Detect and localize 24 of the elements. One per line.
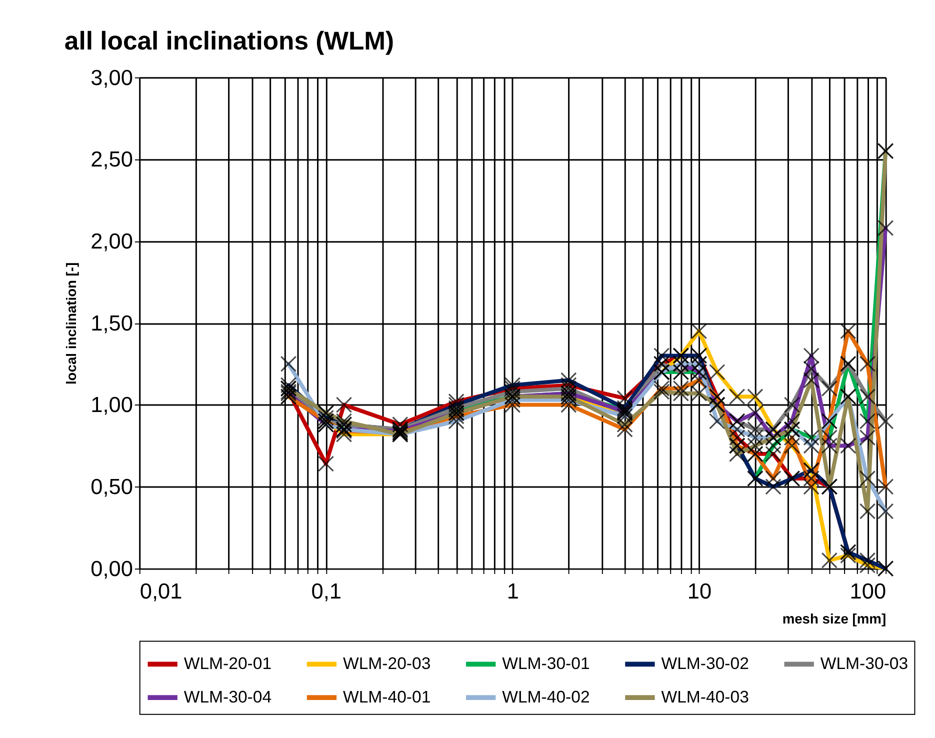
x-axis-title: mesh size [mm]	[782, 610, 886, 626]
legend-label: WLM-20-01	[184, 654, 272, 674]
legend-label: WLM-40-02	[502, 687, 590, 706]
legend-label: WLM-30-04	[184, 687, 272, 706]
legend-label: WLM-40-01	[342, 687, 431, 706]
y-axis-title: local inclination [-]	[62, 262, 79, 385]
x-tick-label: 0,1	[311, 578, 342, 604]
y-tick-label: 3,00	[90, 64, 133, 90]
y-tick-label: 2,00	[90, 228, 133, 254]
legend-label: WLM-40-03	[661, 687, 749, 706]
x-tick-label: 10	[687, 578, 712, 604]
legend-label: WLM-20-03	[342, 654, 431, 674]
legend-label: WLM-30-01	[502, 654, 590, 674]
legend-label: WLM-30-02	[661, 654, 749, 674]
chart-title: all local inclinations (WLM)	[64, 28, 394, 56]
y-tick-label: 0,00	[90, 556, 133, 581]
y-tick-label: 0,50	[90, 474, 133, 500]
y-tick-label: 1,50	[90, 310, 133, 336]
x-tick-label: 0,01	[140, 578, 182, 604]
y-tick-label: 2,50	[90, 146, 133, 172]
x-tick-label: 100	[850, 578, 886, 604]
y-tick-label: 1,00	[90, 392, 133, 418]
x-tick-label: 1	[506, 578, 520, 604]
legend-label: WLM-30-03	[820, 654, 908, 674]
